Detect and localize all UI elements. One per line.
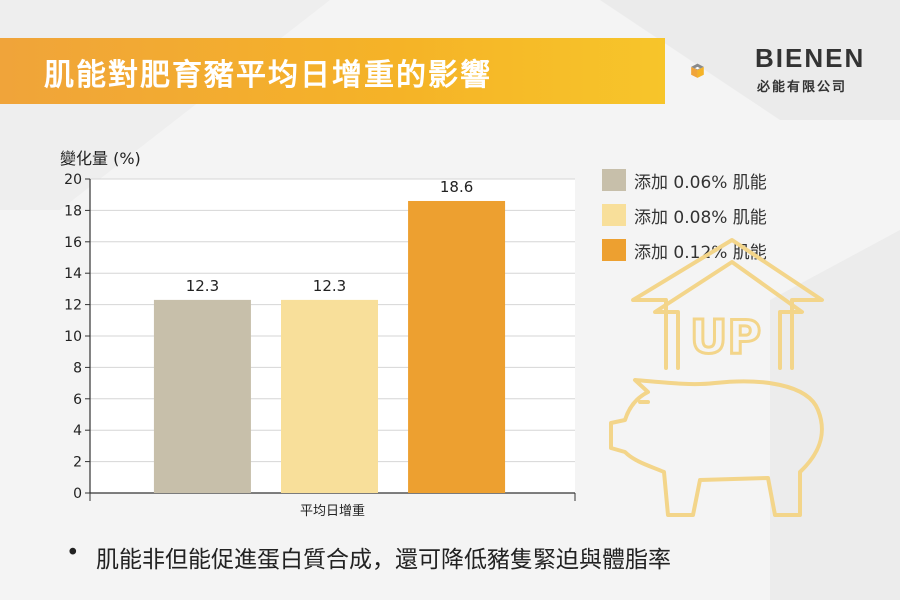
legend-swatch: [602, 204, 626, 226]
bullet-dot: •: [66, 540, 80, 566]
legend-label: 添加 0.06% 肌能: [634, 172, 767, 193]
title-bar: [0, 38, 665, 104]
logo-subtitle: 必能有限公司: [757, 80, 848, 95]
legend-swatch: [602, 239, 626, 261]
up-text: UP: [690, 310, 761, 364]
legend-item: 添加 0.08% 肌能: [602, 203, 767, 228]
bienen-logo: [691, 63, 704, 78]
page-title: 肌能對肥育豬平均日增重的影響: [44, 58, 492, 93]
bullet-text: 肌能非但能促進蛋白質合成，還可降低豬隻緊迫與體脂率: [96, 547, 671, 573]
legend-swatch: [602, 169, 626, 191]
logo-name: BIENEN: [755, 43, 866, 73]
legend-item: 添加 0.12% 肌能: [602, 238, 767, 263]
legend-label: 添加 0.08% 肌能: [634, 207, 767, 228]
y-axis-label: 變化量 (%): [60, 149, 141, 168]
legend-item: 添加 0.06% 肌能: [602, 168, 767, 193]
legend-label: 添加 0.12% 肌能: [634, 242, 767, 263]
